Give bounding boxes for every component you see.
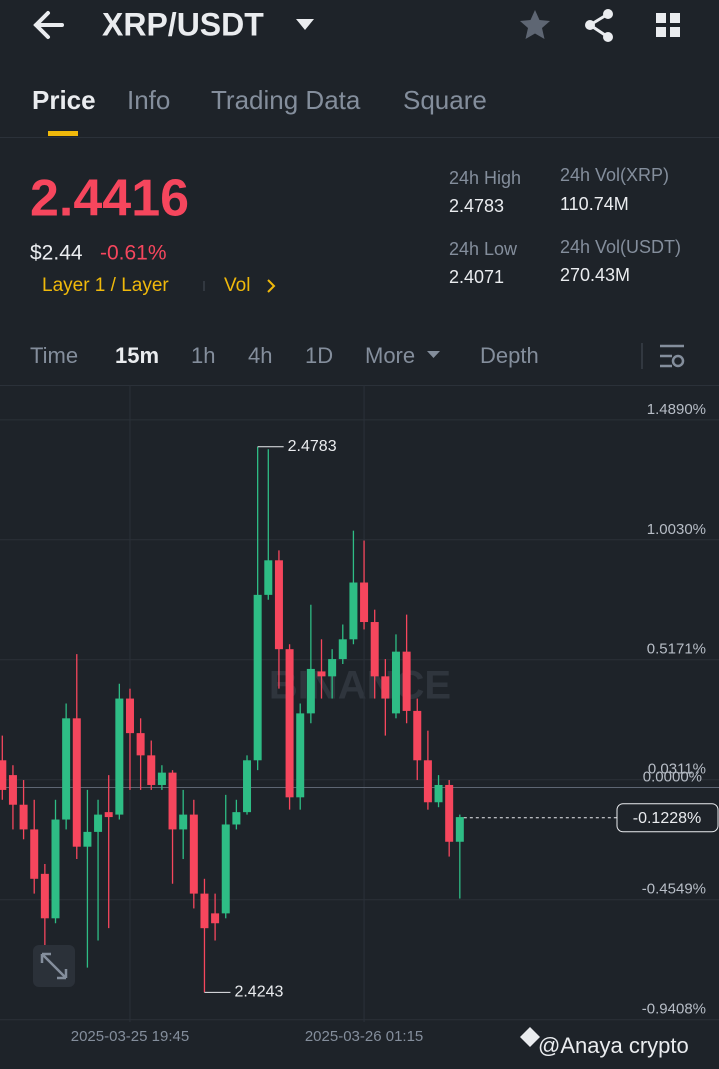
candle-body: [402, 651, 411, 711]
back-button[interactable]: [33, 11, 64, 39]
zero-line-label: 0.0000%: [643, 768, 702, 785]
candle-body: [285, 649, 294, 798]
candle-body: [360, 582, 369, 623]
more-dropdown[interactable]: [427, 351, 440, 358]
candle-body: [391, 651, 400, 714]
candle-body: [40, 873, 49, 919]
candle-body: [243, 760, 252, 813]
x-tick-label: 2025-03-26 01:15: [305, 1028, 423, 1045]
candlestick-chart: 1.4890% 1.0030% 0.5171% 0.0311% -0.4549% -0.9…: [0, 385, 719, 1045]
share-icon[interactable]: [585, 9, 613, 42]
candle-body: [264, 560, 273, 595]
candle-body: [147, 755, 156, 785]
candle-body: [115, 698, 124, 815]
candle-body: [296, 713, 305, 798]
candle-body: [232, 812, 241, 825]
interval[interactable]: 1D: [305, 343, 333, 368]
x-tick-label: 2025-03-25 19:45: [71, 1028, 189, 1045]
candle-body: [157, 772, 166, 785]
y-tick-label: 1.4890%: [647, 401, 706, 418]
interval[interactable]: Depth: [480, 343, 539, 368]
candle-body: [72, 718, 81, 847]
category-tag[interactable]: Layer 1 / Layer: [42, 275, 169, 296]
interval[interactable]: More: [365, 343, 415, 368]
candle-body: [221, 824, 230, 914]
candle-body: [306, 668, 315, 714]
candle-body: [0, 760, 7, 790]
stat-value: 2.4783: [449, 196, 504, 216]
candle-body: [19, 804, 28, 830]
stat-value: 270.43M: [560, 265, 630, 285]
candle-body: [168, 772, 177, 830]
candle-body: [381, 676, 390, 699]
candle-body: [125, 698, 134, 734]
favorite-icon[interactable]: [520, 10, 550, 39]
candle-body: [94, 814, 103, 832]
high-label: 2.4783: [288, 438, 337, 455]
candle-body: [51, 819, 60, 919]
candle-body: [274, 560, 283, 650]
vol-tag[interactable]: Vol: [224, 275, 250, 296]
tab[interactable]: Price: [32, 85, 96, 115]
y-tick-label: -0.4549%: [642, 881, 706, 898]
candle-body: [349, 582, 358, 640]
candle-body: [455, 817, 464, 842]
pair-dropdown[interactable]: [296, 19, 314, 30]
interval[interactable]: 4h: [248, 343, 272, 368]
tab-indicator: [48, 131, 78, 136]
credit-logo: [520, 1027, 540, 1047]
candle-body: [434, 784, 443, 803]
candle-body: [8, 775, 17, 805]
interval[interactable]: Time: [30, 343, 78, 368]
candle-body: [317, 671, 326, 677]
layout-icon[interactable]: [656, 13, 680, 37]
candle-body: [423, 760, 432, 803]
candle-body: [136, 733, 145, 756]
watermark: BINANCE: [269, 664, 451, 708]
stat-value: 110.74M: [560, 194, 629, 214]
usd-price: $2.44: [30, 242, 83, 265]
tab[interactable]: Info: [127, 85, 170, 115]
current-label: -0.1228%: [633, 810, 702, 827]
chevron: [267, 279, 276, 293]
candle-body: [370, 622, 379, 677]
low-label: 2.4243: [234, 984, 283, 1001]
candle-body: [445, 784, 454, 842]
candle-body: [104, 812, 113, 818]
chart-settings-icon[interactable]: [660, 344, 685, 368]
stat-label: 24h High: [449, 168, 521, 188]
fullscreen-button[interactable]: [33, 945, 75, 987]
tab[interactable]: Square: [403, 85, 487, 115]
stat-label: 24h Vol(USDT): [560, 237, 681, 257]
candle-body: [189, 814, 198, 894]
candle-body: [338, 639, 347, 660]
y-tick-label: 0.0311%: [648, 761, 706, 778]
candle-body: [83, 831, 92, 847]
candle-body: [62, 718, 71, 820]
y-tick-label: -0.9408%: [642, 1001, 706, 1018]
stat-label: 24h Low: [449, 239, 518, 259]
tab[interactable]: Trading Data: [211, 85, 361, 115]
pair-title[interactable]: XRP/USDT: [102, 6, 264, 42]
credit: @Anaya crypto: [538, 1033, 689, 1058]
candle-body: [328, 659, 337, 677]
candle-body: [200, 893, 209, 929]
price-change: -0.61%: [100, 242, 167, 265]
candle-body: [211, 913, 220, 924]
interval[interactable]: 1h: [191, 343, 215, 368]
candle-body: [30, 829, 39, 879]
candle-body: [253, 594, 262, 761]
candle-body: [413, 710, 422, 761]
y-tick-label: 0.5171%: [647, 641, 706, 658]
stat-label: 24h Vol(XRP): [560, 165, 669, 185]
y-tick-label: 1.0030%: [647, 521, 706, 538]
last-price: 2.4416: [30, 170, 189, 228]
stat-value: 2.4071: [449, 267, 504, 287]
candle-body: [179, 814, 188, 830]
interval[interactable]: 15m: [115, 343, 159, 368]
current-box: [616, 803, 719, 833]
